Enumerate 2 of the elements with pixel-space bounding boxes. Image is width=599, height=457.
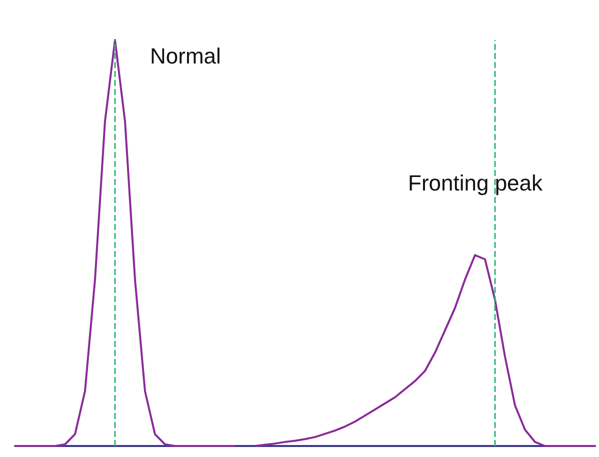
annotation: Fronting peak — [408, 170, 544, 196]
annotation: Normal — [150, 44, 221, 68]
